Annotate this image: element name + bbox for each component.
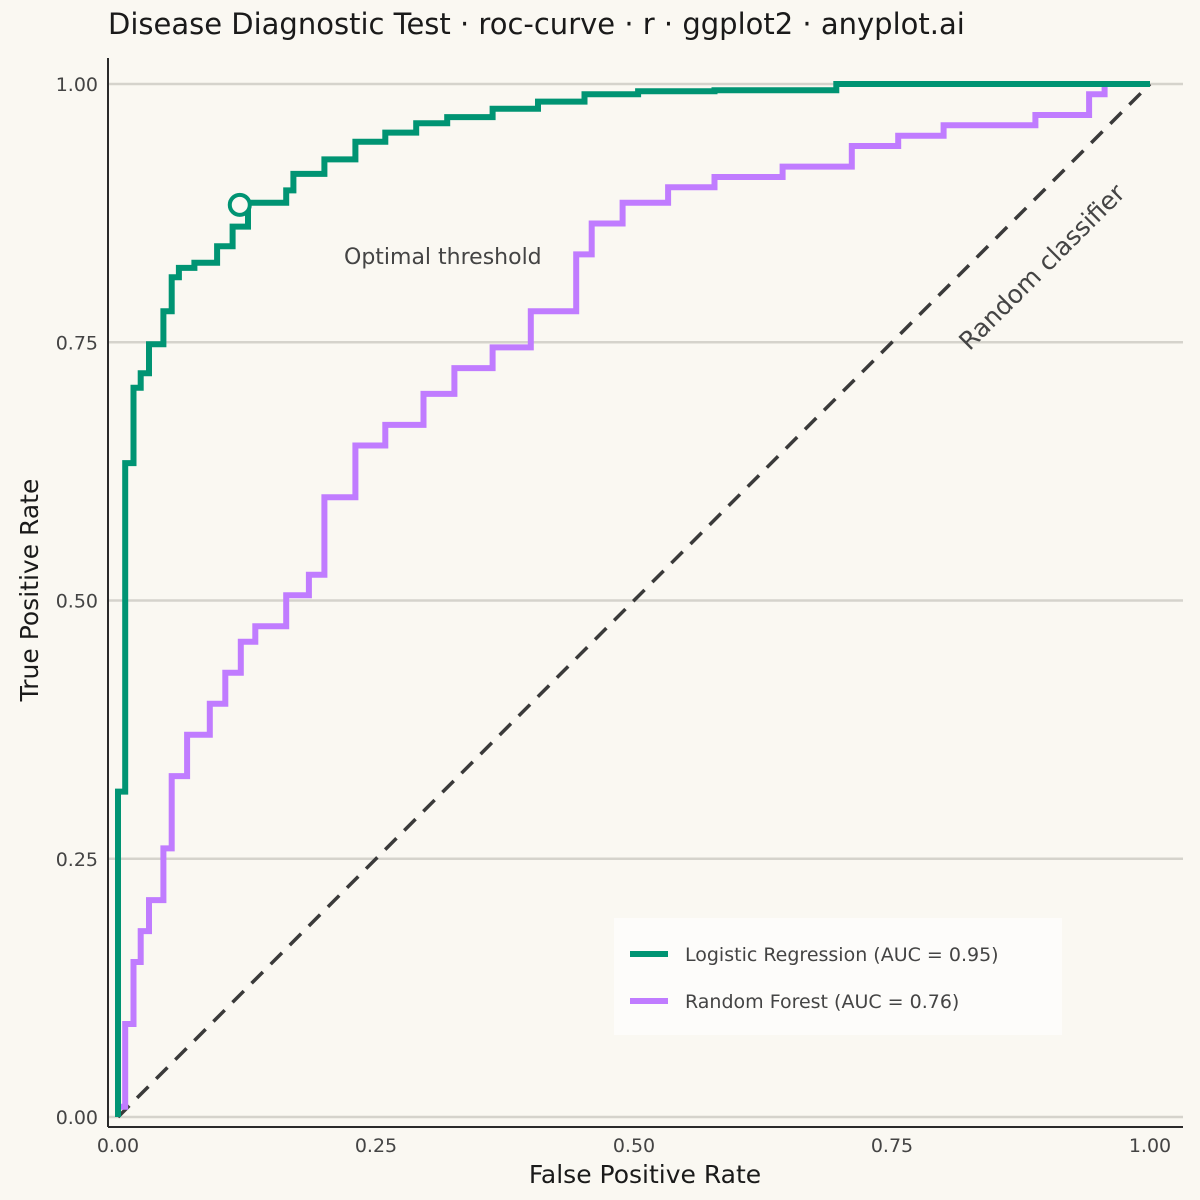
chart-title: Disease Diagnostic Test · roc-curve · r … xyxy=(108,7,965,41)
diagonal-line xyxy=(116,82,1152,1119)
x-tick-label: 1.00 xyxy=(1129,1135,1171,1157)
legend-label: Logistic Regression (AUC = 0.95) xyxy=(685,944,999,966)
series-lines xyxy=(115,81,1150,1117)
y-tick-label: 1.00 xyxy=(56,74,98,96)
legend-box xyxy=(614,918,1062,1035)
series-line-random-forest xyxy=(115,81,1150,1117)
y-tick-label: 0.25 xyxy=(56,849,98,871)
x-tick-label: 0.75 xyxy=(871,1135,913,1157)
optimal-threshold-label: Optimal threshold xyxy=(344,245,542,270)
x-tick-label: 0.25 xyxy=(355,1135,397,1157)
y-tick-label: 0.00 xyxy=(56,1107,98,1129)
optimal-threshold-point xyxy=(227,192,252,217)
y-axis-label: True Positive Rate xyxy=(15,479,44,703)
y-tick-label: 0.75 xyxy=(56,332,98,354)
legend: Logistic Regression (AUC = 0.95) Random F… xyxy=(614,918,1062,1035)
random-classifier-diagonal xyxy=(116,82,1152,1119)
legend-label: Random Forest (AUC = 0.76) xyxy=(685,991,959,1013)
x-tick-label: 0.50 xyxy=(613,1135,655,1157)
series-line-logistic-regression xyxy=(115,81,1150,1117)
tick-labels: 0.00 0.25 0.50 0.75 1.00 0.00 0.25 0.50 0.75 1.00 xyxy=(56,74,1171,1157)
y-tick-label: 0.50 xyxy=(56,591,98,613)
x-axis-label: False Positive Rate xyxy=(529,1160,761,1189)
axes xyxy=(107,58,1183,1128)
x-tick-label: 0.00 xyxy=(97,1135,139,1157)
